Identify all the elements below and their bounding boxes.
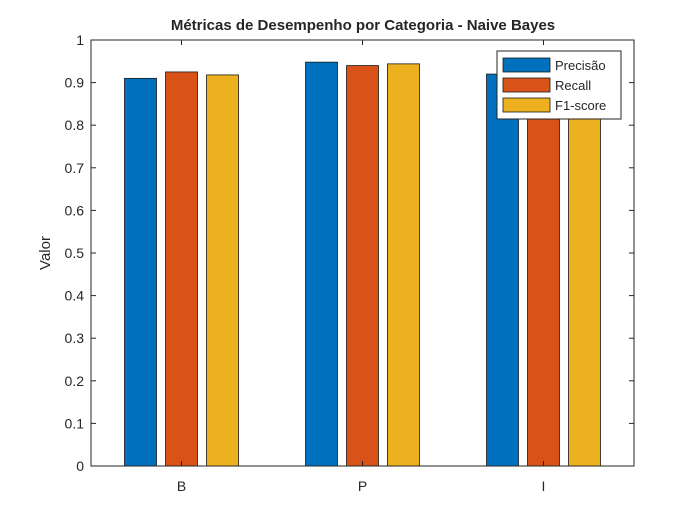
x-tick-label: B	[177, 478, 186, 494]
bar-P-0	[305, 61, 338, 467]
y-tick-label: 0.9	[65, 75, 85, 91]
x-tick-label: I	[542, 478, 546, 494]
legend-swatch	[502, 77, 551, 93]
y-tick-label: 0.3	[65, 330, 85, 346]
bar-B-1	[165, 71, 198, 467]
y-axis-label: Valor	[37, 236, 54, 270]
legend-swatch	[502, 57, 551, 73]
bar-I-0	[486, 73, 519, 467]
bar-I-1	[527, 77, 560, 467]
legend-swatch	[502, 97, 551, 113]
y-tick-label: 0.6	[65, 202, 85, 218]
bar-P-2	[387, 63, 420, 467]
y-tick-label: 0	[76, 458, 84, 474]
y-tick-label: 0.8	[65, 117, 85, 133]
legend: Precisão Recall F1-score	[496, 50, 622, 120]
chart-title: Métricas de Desempenho por Categoria - N…	[171, 17, 555, 34]
bar-B-2	[206, 74, 239, 467]
x-tick-label: P	[358, 478, 367, 494]
bar-I-2	[568, 75, 601, 467]
legend-label: F1-score	[555, 98, 606, 113]
bars-group	[124, 61, 601, 467]
y-tick-label: 0.4	[65, 288, 85, 304]
legend-label: Recall	[555, 78, 591, 93]
y-tick-label: 0.2	[65, 373, 85, 389]
bar-P-1	[346, 65, 379, 467]
y-tick-label: 0.5	[65, 245, 85, 261]
legend-label: Precisão	[555, 58, 606, 73]
bar-B-0	[124, 77, 157, 467]
y-tick-label: 0.7	[65, 160, 85, 176]
y-axis-ticks: 0 0.1 0.2 0.3 0.4 0.5 0.6 0.7 0.8 0.9 1	[65, 32, 634, 474]
y-tick-label: 1	[76, 32, 84, 48]
y-tick-label: 0.1	[65, 415, 85, 431]
